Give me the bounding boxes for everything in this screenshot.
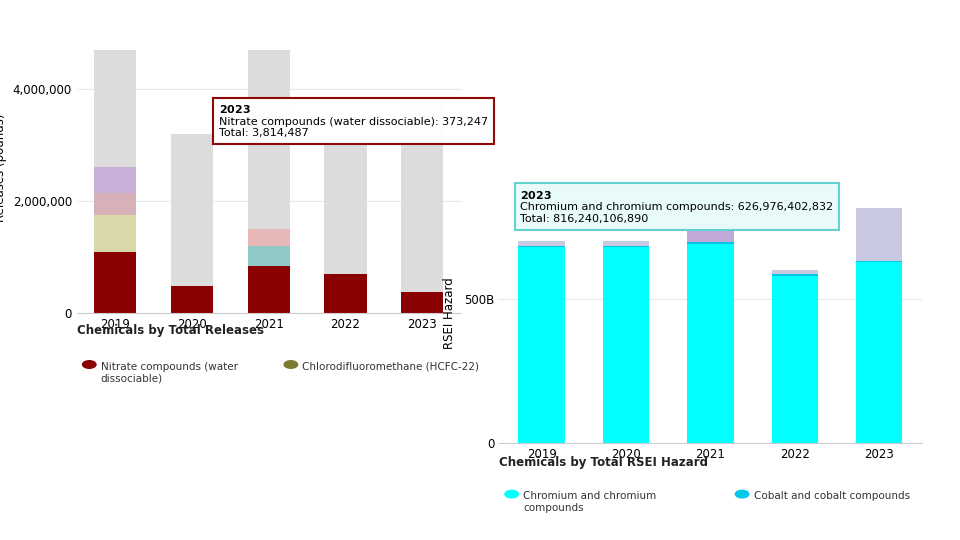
Bar: [603, 247, 649, 443]
Bar: [687, 242, 733, 244]
Y-axis label: Releases (pounds): Releases (pounds): [0, 113, 7, 221]
Y-axis label: RSEI Hazard: RSEI Hazard: [443, 278, 456, 349]
Bar: [518, 241, 564, 443]
Text: $\bf2023$
Nitrate compounds (water dissociable): 373,247
Total: 3,814,487: $\bf2023$ Nitrate compounds (water disso…: [219, 103, 488, 138]
Bar: [324, 274, 367, 313]
Text: Chlorodifluoromethane (HCFC-22): Chlorodifluoromethane (HCFC-22): [302, 362, 479, 372]
Text: Chemicals by Total Releases: Chemicals by Total Releases: [77, 324, 264, 337]
Text: Chromium and chromium
compounds: Chromium and chromium compounds: [523, 491, 657, 513]
Bar: [856, 262, 902, 443]
Bar: [94, 50, 136, 313]
Bar: [324, 139, 367, 313]
Text: Cobalt and cobalt compounds: Cobalt and cobalt compounds: [754, 491, 910, 502]
Bar: [171, 286, 213, 313]
Bar: [94, 193, 136, 215]
Text: Nitrate compounds (water
dissociable): Nitrate compounds (water dissociable): [101, 362, 238, 383]
Bar: [603, 241, 649, 443]
Bar: [687, 230, 733, 242]
Bar: [248, 229, 290, 246]
Bar: [94, 252, 136, 313]
Text: Chemicals by Total RSEI Hazard: Chemicals by Total RSEI Hazard: [499, 456, 708, 469]
Bar: [603, 246, 649, 247]
Bar: [401, 99, 444, 313]
Bar: [856, 208, 902, 443]
Bar: [94, 215, 136, 252]
Bar: [518, 246, 564, 247]
Bar: [94, 167, 136, 193]
Bar: [518, 247, 564, 443]
Bar: [772, 276, 818, 443]
Bar: [248, 50, 290, 313]
Bar: [772, 274, 818, 276]
Bar: [248, 266, 290, 313]
Bar: [856, 261, 902, 262]
Bar: [401, 292, 444, 313]
Bar: [171, 134, 213, 313]
Bar: [772, 270, 818, 443]
Text: $\bf2023$
Chromium and chromium compounds: 626,976,402,832
Total: 816,240,106,89: $\bf2023$ Chromium and chromium compound…: [520, 189, 833, 224]
Bar: [687, 224, 733, 443]
Bar: [687, 244, 733, 443]
Bar: [248, 246, 290, 266]
